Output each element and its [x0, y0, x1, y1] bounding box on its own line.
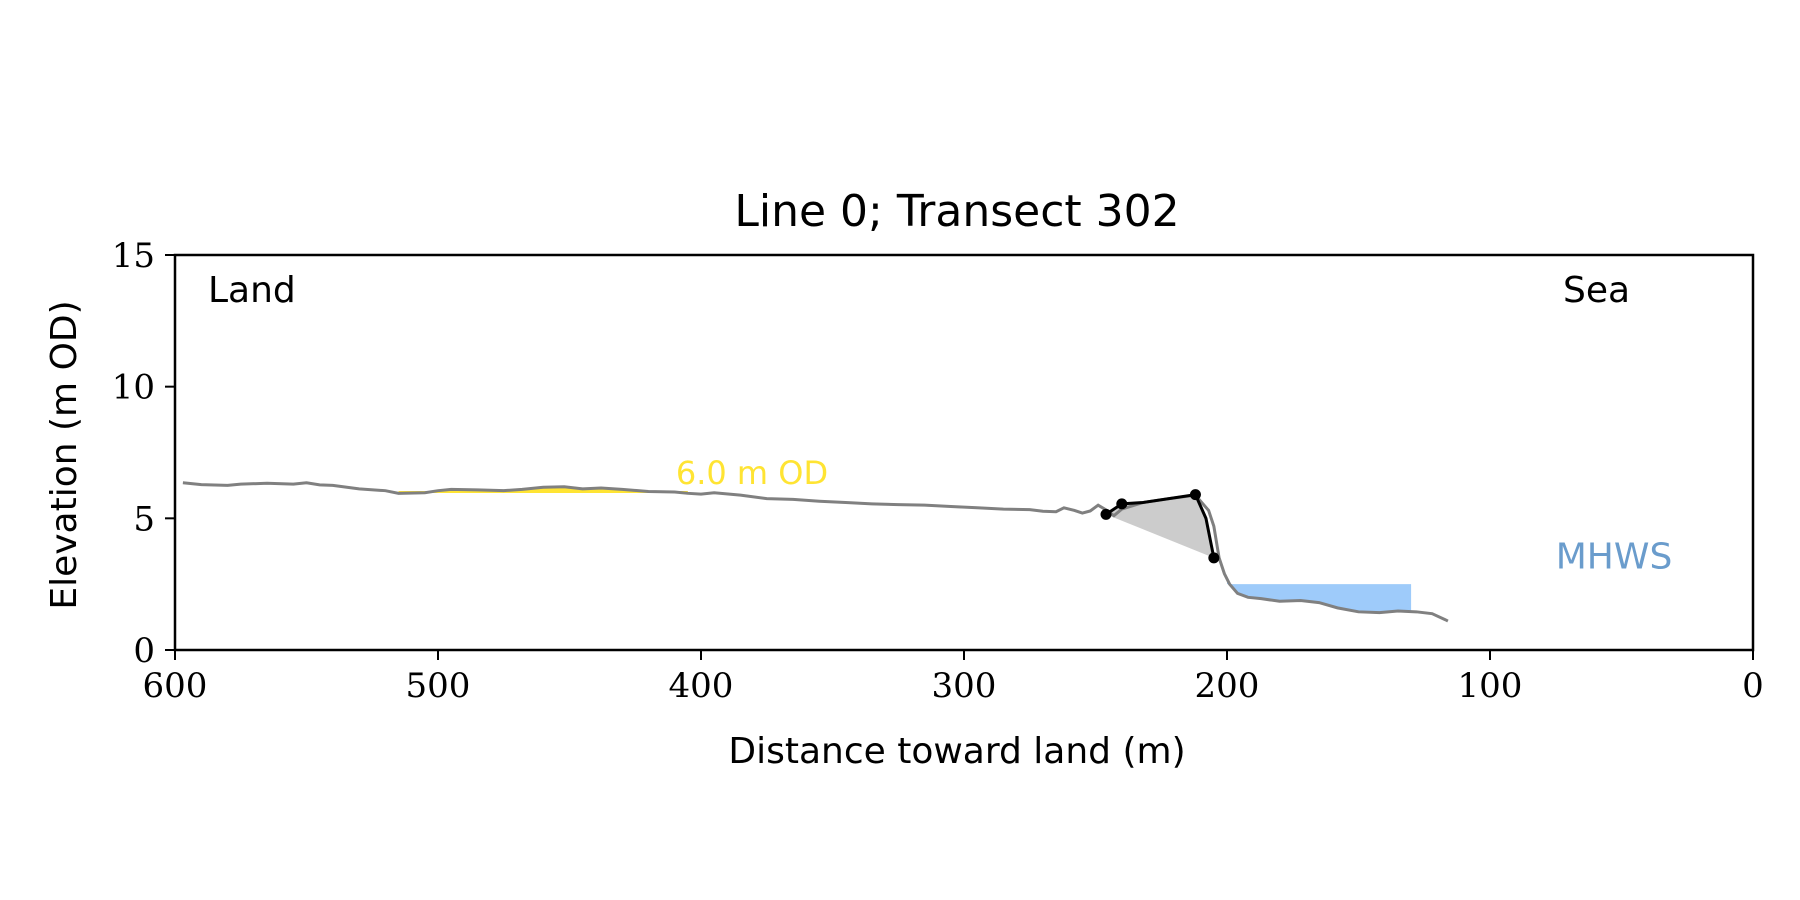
plot-area: 6.0 m OD MHWS: [182, 454, 1673, 623]
cliff-marker: [1189, 489, 1201, 501]
plot-frame: [173, 253, 1755, 652]
x-tick-label: 400: [669, 666, 734, 706]
x-axis-label: Distance toward land (m): [728, 731, 1185, 772]
mhws-label: MHWS: [1556, 536, 1673, 577]
y-tick-label: 5: [133, 499, 155, 539]
profile-line: [182, 481, 1449, 623]
x-tick-label: 100: [1458, 666, 1523, 706]
cliff-marker: [1100, 508, 1112, 520]
threshold-label: 6.0 m OD: [676, 454, 828, 492]
cliff-marker: [1116, 498, 1128, 510]
x-tick-label: 0: [1742, 666, 1764, 706]
x-tick-label: 300: [932, 666, 997, 706]
sea-annotation: Sea: [1563, 270, 1630, 311]
y-tick-label: 15: [112, 236, 155, 276]
cliff-marker: [1208, 552, 1220, 564]
land-annotation: Land: [208, 270, 296, 311]
y-tick-label: 10: [112, 368, 155, 408]
x-tick-label: 500: [406, 666, 471, 706]
mhws-band: [1227, 578, 1412, 613]
x-tick-label: 600: [143, 666, 208, 706]
chart-title: Line 0; Transect 302: [734, 186, 1179, 237]
y-axis-label: Elevation (m OD): [44, 300, 85, 609]
y-tick-label: 0: [133, 631, 155, 671]
cliff-fill: [1106, 494, 1214, 558]
axes: 600 500 400 300 200 100 0 0 5 10 15: [112, 236, 1764, 706]
x-tick-label: 200: [1195, 666, 1260, 706]
